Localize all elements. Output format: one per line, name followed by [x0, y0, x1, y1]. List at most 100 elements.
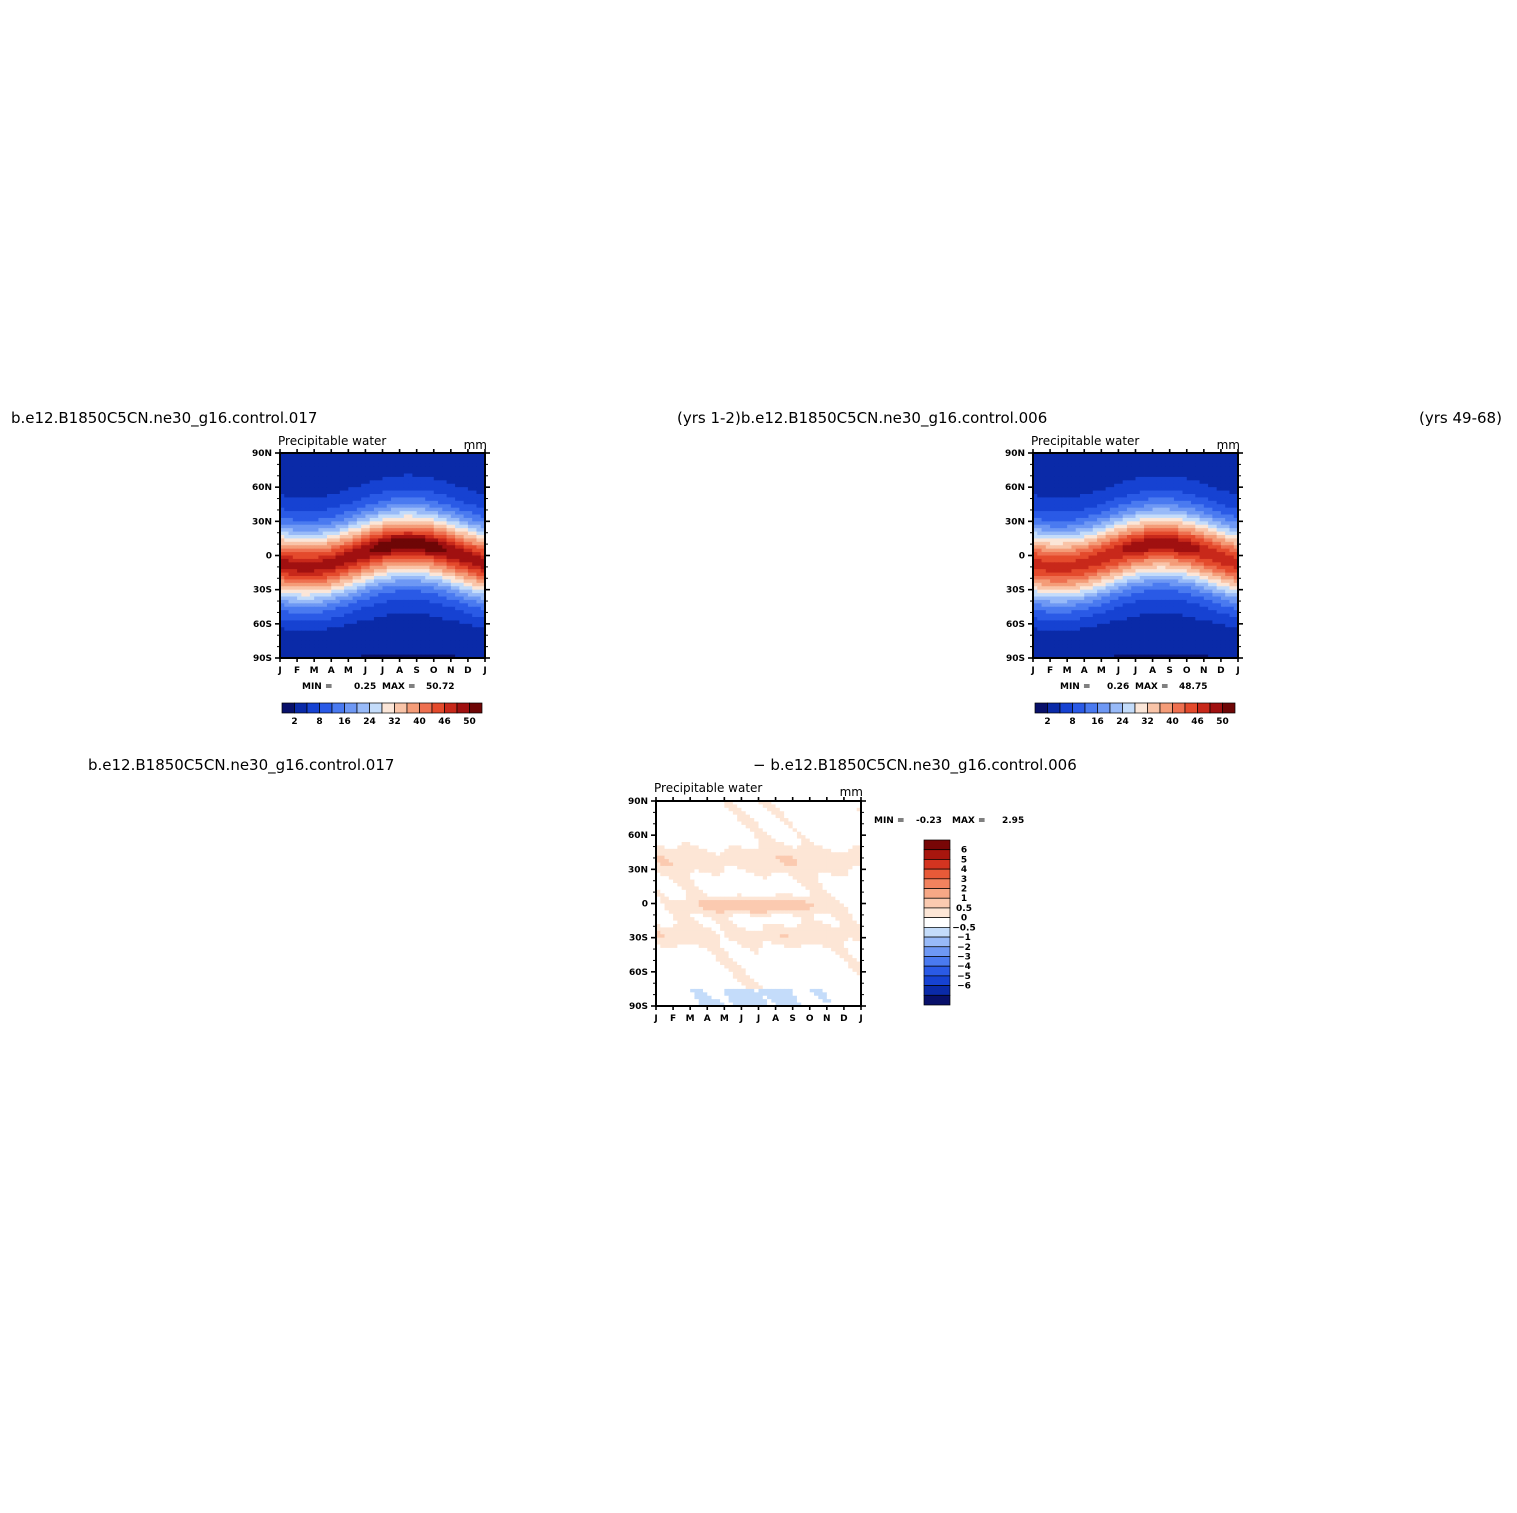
field-cell [1084, 463, 1089, 468]
field-cell [446, 507, 452, 512]
field-cell [1037, 558, 1042, 563]
field-cell [1101, 476, 1107, 481]
field-cell [1131, 459, 1136, 464]
field-cell [1212, 459, 1218, 464]
field-cell [335, 569, 341, 573]
field-cell [1062, 593, 1068, 597]
field-cell [420, 565, 426, 570]
field-cell [412, 541, 418, 546]
field-cell [403, 487, 409, 491]
field-cell [408, 603, 413, 608]
field-cell [450, 514, 456, 519]
field-cell [429, 572, 435, 577]
field-cell [476, 535, 482, 539]
field-cell [352, 558, 358, 563]
field-cell [459, 494, 465, 498]
field-cell [1131, 480, 1136, 485]
field-cell [1216, 576, 1222, 580]
field-cell [450, 480, 456, 485]
field-cell [352, 637, 358, 642]
field-cell [1233, 504, 1239, 509]
field-cell [305, 528, 311, 532]
field-cell [480, 487, 486, 491]
field-cell [284, 634, 289, 638]
field-cell [314, 466, 319, 471]
field-cell [399, 606, 405, 611]
field-cell [280, 480, 285, 485]
field-cell [1216, 507, 1222, 512]
field-cell [450, 541, 456, 546]
field-cell [1186, 576, 1192, 580]
field-cell [386, 521, 392, 526]
field-cell [318, 487, 324, 491]
field-cell [1208, 528, 1213, 532]
field-cell [467, 623, 473, 628]
field-cell [373, 637, 379, 642]
field-cell [463, 511, 469, 515]
field-cell [408, 517, 413, 522]
field-cell [1075, 593, 1081, 597]
field-cell [1071, 541, 1077, 546]
field-cell [399, 623, 405, 628]
field-cell [361, 644, 366, 649]
field-cell [467, 459, 473, 464]
field-cell [1161, 535, 1166, 539]
field-cell [472, 654, 477, 659]
field-cell [399, 552, 405, 556]
field-cell [1161, 456, 1166, 461]
field-cell [1109, 483, 1115, 488]
field-cell [305, 623, 311, 628]
field-cell [425, 548, 430, 553]
field-cell [1067, 528, 1072, 532]
field-cell [280, 606, 285, 611]
field-cell [463, 572, 469, 577]
diff-case-title-right: − b.e12.B1850C5CN.ne30_g16.control.006 [753, 756, 1077, 774]
field-cell [1178, 589, 1183, 594]
field-cell [1152, 473, 1158, 478]
field-cell [373, 593, 379, 597]
field-cell [1229, 521, 1235, 526]
field-cell [322, 596, 328, 601]
field-cell [288, 507, 294, 512]
field-cell [361, 453, 366, 457]
field-cell [1199, 555, 1205, 560]
field-cell [416, 528, 422, 532]
field-cell [403, 497, 409, 502]
field-cell [412, 535, 418, 539]
field-cell [1148, 473, 1153, 478]
field-cell [386, 644, 392, 649]
field-cell [386, 599, 392, 604]
field-cell [433, 463, 439, 468]
field-cell [356, 644, 362, 649]
field-cell [476, 627, 482, 632]
field-cell [382, 596, 388, 601]
field-cell [1058, 466, 1064, 471]
field-cell [408, 548, 413, 553]
field-cell [1203, 494, 1209, 498]
field-cell [1067, 494, 1072, 498]
field-cell [339, 630, 345, 635]
field-cell [416, 514, 422, 519]
field-cell [408, 586, 413, 591]
field-cell [1054, 480, 1060, 485]
field-cell [1033, 545, 1038, 550]
field-cell [1045, 582, 1051, 587]
field-cell [1203, 562, 1209, 567]
field-cell [1079, 494, 1085, 498]
field-cell [1041, 463, 1047, 468]
field-cell [361, 466, 366, 471]
field-cell [1182, 514, 1188, 519]
field-cell [1152, 480, 1158, 485]
field-cell [314, 599, 319, 604]
field-cell [1148, 528, 1153, 532]
field-cell [1037, 463, 1042, 468]
field-cell [459, 453, 465, 457]
field-cell [480, 555, 486, 560]
field-cell [476, 606, 482, 611]
field-cell [1037, 511, 1042, 515]
field-cell [433, 576, 439, 580]
field-cell [420, 459, 426, 464]
field-cell [352, 538, 358, 543]
field-cell [395, 453, 400, 457]
field-cell [1229, 524, 1235, 529]
